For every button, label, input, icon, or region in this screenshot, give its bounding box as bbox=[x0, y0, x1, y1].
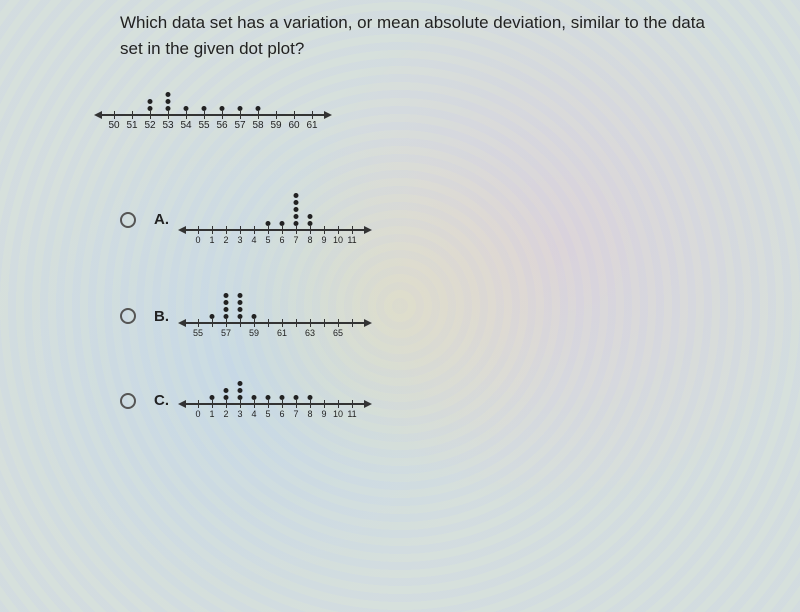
tick-label: 9 bbox=[321, 409, 326, 419]
dot bbox=[238, 314, 243, 319]
tick-label: 3 bbox=[237, 409, 242, 419]
tick-label: 5 bbox=[265, 409, 270, 419]
dot bbox=[224, 300, 229, 305]
tick-label: 0 bbox=[195, 235, 200, 245]
dot bbox=[308, 221, 313, 226]
question-line-1: Which data set has a variation, or mean … bbox=[120, 13, 705, 32]
tick-label: 57 bbox=[234, 120, 245, 131]
tick-label: 53 bbox=[162, 120, 173, 131]
tick-label: 60 bbox=[288, 120, 299, 131]
tick-label: 9 bbox=[321, 235, 326, 245]
tick-label: 6 bbox=[279, 409, 284, 419]
tick-label: 1 bbox=[209, 409, 214, 419]
tick-label: 61 bbox=[277, 328, 287, 338]
dot bbox=[238, 388, 243, 393]
tick-label: 63 bbox=[305, 328, 315, 338]
dot bbox=[148, 106, 153, 111]
dot bbox=[166, 106, 171, 111]
dot bbox=[266, 395, 271, 400]
dot bbox=[308, 395, 313, 400]
dot bbox=[238, 307, 243, 312]
dot bbox=[280, 395, 285, 400]
tick-label: 7 bbox=[293, 235, 298, 245]
tick-label: 6 bbox=[279, 235, 284, 245]
tick-label: 8 bbox=[307, 409, 312, 419]
dot bbox=[238, 381, 243, 386]
tick-label: 10 bbox=[333, 409, 343, 419]
tick-label: 59 bbox=[249, 328, 259, 338]
dot bbox=[294, 395, 299, 400]
dot bbox=[224, 293, 229, 298]
dot bbox=[238, 106, 243, 111]
option-plot-b: 55 57 59 61 63 65 bbox=[184, 292, 404, 340]
radio-c[interactable] bbox=[120, 393, 136, 409]
tick-label: 55 bbox=[193, 328, 203, 338]
option-plot-c: 0123456789 10 11 bbox=[184, 380, 404, 421]
tick-label: 4 bbox=[251, 409, 256, 419]
dot bbox=[294, 200, 299, 205]
dot bbox=[238, 395, 243, 400]
tick-label: 5 bbox=[265, 235, 270, 245]
dot bbox=[224, 388, 229, 393]
dot bbox=[308, 214, 313, 219]
tick-label: 3 bbox=[237, 235, 242, 245]
dot bbox=[252, 314, 257, 319]
tick-label: 11 bbox=[347, 235, 356, 245]
dot bbox=[294, 193, 299, 198]
tick-label: 7 bbox=[293, 409, 298, 419]
main-dot-plot: 50 51 52 53 54 55 56 57 58 59 60 61 bbox=[100, 91, 780, 132]
tick-label: 11 bbox=[347, 409, 356, 419]
tick-label: 61 bbox=[306, 120, 317, 131]
dot bbox=[224, 395, 229, 400]
dot bbox=[210, 314, 215, 319]
tick-label: 4 bbox=[251, 235, 256, 245]
tick-label: 65 bbox=[333, 328, 343, 338]
dot bbox=[256, 106, 261, 111]
dot bbox=[294, 207, 299, 212]
dot bbox=[294, 221, 299, 226]
dot bbox=[210, 395, 215, 400]
dot bbox=[294, 214, 299, 219]
dot bbox=[266, 221, 271, 226]
question-line-2: set in the given dot plot? bbox=[120, 39, 304, 58]
dot bbox=[220, 106, 225, 111]
radio-b[interactable] bbox=[120, 308, 136, 324]
tick-label: 55 bbox=[198, 120, 209, 131]
tick-label: 54 bbox=[180, 120, 191, 131]
tick-label: 50 bbox=[108, 120, 119, 131]
dot bbox=[202, 106, 207, 111]
tick-label: 1 bbox=[209, 235, 214, 245]
tick-label: 0 bbox=[195, 409, 200, 419]
dot bbox=[224, 314, 229, 319]
tick-label: 52 bbox=[144, 120, 155, 131]
tick-label: 56 bbox=[216, 120, 227, 131]
dot bbox=[252, 395, 257, 400]
tick-label: 8 bbox=[307, 235, 312, 245]
option-row-b[interactable]: B.555759616365 bbox=[120, 292, 780, 340]
dot bbox=[166, 92, 171, 97]
option-plot-a: 0123456789 10 11 bbox=[184, 192, 404, 247]
dot bbox=[238, 293, 243, 298]
dot bbox=[184, 106, 189, 111]
dot bbox=[224, 307, 229, 312]
dot bbox=[166, 99, 171, 104]
tick-label: 58 bbox=[252, 120, 263, 131]
option-row-c[interactable]: C.01234567891011 bbox=[120, 380, 780, 421]
dot bbox=[238, 300, 243, 305]
tick-label: 57 bbox=[221, 328, 231, 338]
tick-label: 51 bbox=[126, 120, 137, 131]
dot bbox=[148, 99, 153, 104]
tick-label: 59 bbox=[270, 120, 281, 131]
tick-label: 10 bbox=[333, 235, 343, 245]
tick-label: 2 bbox=[223, 409, 228, 419]
question-text: Which data set has a variation, or mean … bbox=[120, 10, 780, 61]
tick-label: 2 bbox=[223, 235, 228, 245]
option-row-a[interactable]: A.01234567891011 bbox=[120, 192, 780, 247]
radio-a[interactable] bbox=[120, 212, 136, 228]
dot bbox=[280, 221, 285, 226]
